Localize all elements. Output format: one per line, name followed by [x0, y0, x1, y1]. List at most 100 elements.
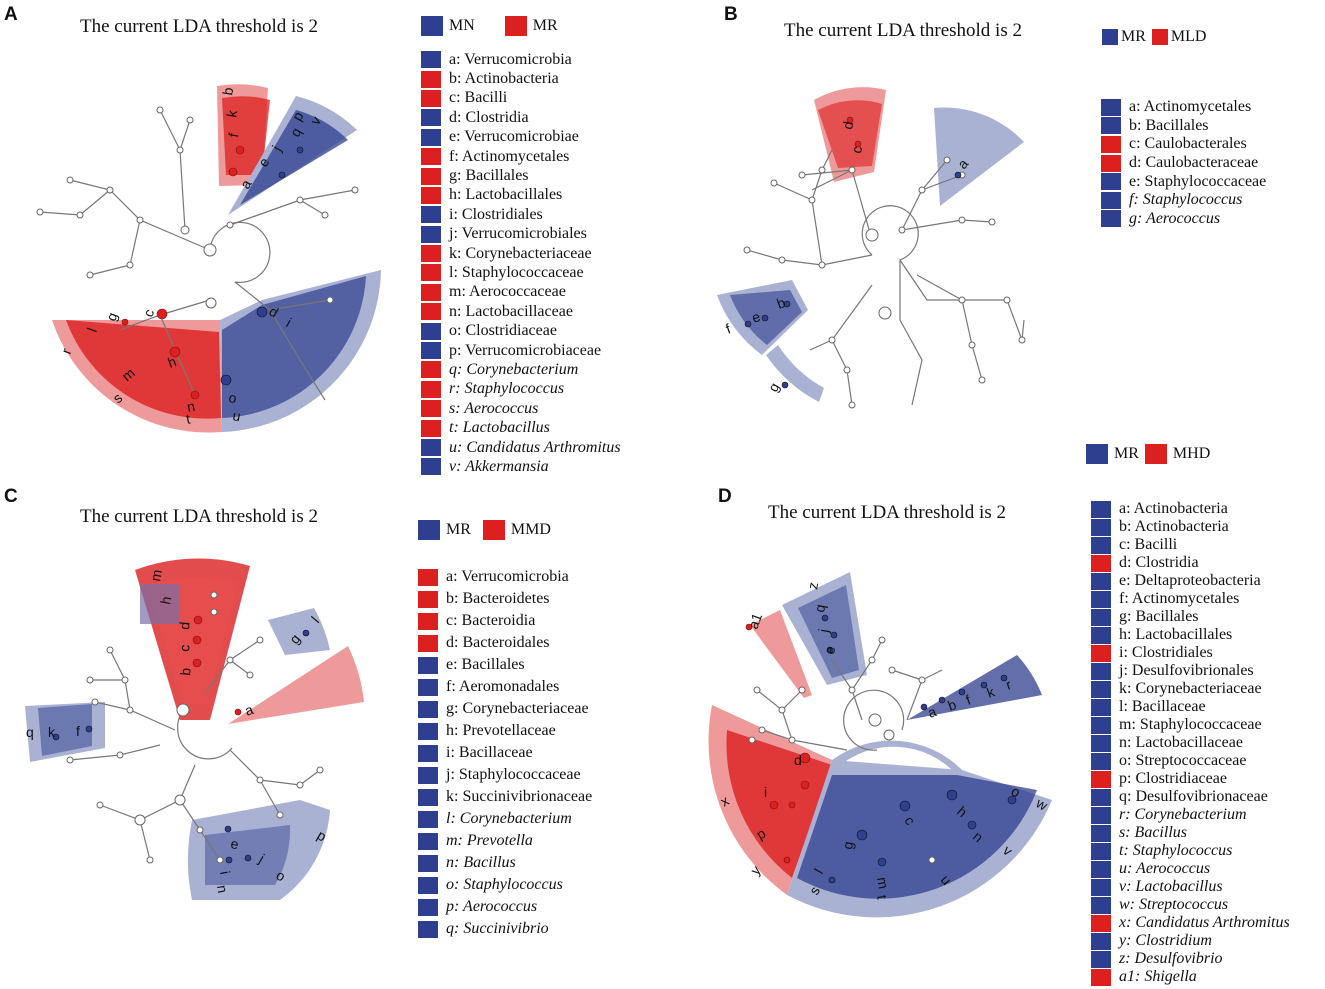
- legend-label: i: Clostridiales: [1119, 644, 1213, 661]
- node-letter: i: [764, 784, 767, 800]
- legend-swatch: [421, 303, 441, 321]
- legend-swatch: [1091, 914, 1111, 932]
- legend-swatch: [418, 612, 438, 630]
- node-letter: c: [848, 145, 865, 155]
- legend-label: u: Candidatus Arthromitus: [449, 438, 621, 456]
- legend-swatch: [1091, 554, 1111, 572]
- legend-label: z: Desulfovibrio: [1119, 950, 1223, 967]
- legend-item: a: Actinomycetales: [1101, 98, 1266, 117]
- node-letter: k: [48, 724, 56, 740]
- legend-label: j: Staphylococcaceae: [446, 766, 581, 783]
- clade-sector: [934, 107, 1024, 206]
- group-legend: MR MHD: [1086, 444, 1210, 464]
- legend-label: q: Succinivibrio: [446, 920, 549, 937]
- legend-label: s: Aerococcus: [449, 399, 539, 417]
- panel-d: D The current LDA threshold is 2: [662, 430, 1325, 989]
- legend-item: b: Bacteroidetes: [418, 588, 592, 610]
- node-letter: b: [219, 86, 236, 97]
- legend-swatch: [421, 167, 441, 185]
- node-letter: m: [147, 568, 165, 582]
- node-letter: g: [839, 840, 856, 850]
- legend-label: c: Bacteroidia: [446, 612, 536, 629]
- legend-item: d: Clostridia: [1091, 554, 1290, 572]
- legend-swatch: [421, 245, 441, 263]
- legend-item: g: Corynebacteriaceae: [418, 698, 592, 720]
- group-legend: MN MR: [421, 16, 558, 36]
- legend-swatch: [418, 678, 438, 696]
- group-label: MN: [449, 17, 475, 34]
- legend-label: b: Bacteroidetes: [446, 590, 550, 607]
- legend-swatch: [1101, 191, 1121, 209]
- legend-swatch: [1091, 608, 1111, 626]
- legend-swatch: [421, 400, 441, 418]
- legend-item: o: Streptococcaceae: [1091, 752, 1290, 770]
- node-letter: d: [176, 621, 193, 630]
- legend-swatch: [1091, 788, 1111, 806]
- legend-item: a1: Shigella: [1091, 968, 1290, 986]
- legend-item: m: Aerococcaceae: [421, 283, 621, 302]
- legend-item: j: Desulfovibrionales: [1091, 662, 1290, 680]
- legend-label: r: Corynebacterium: [1119, 806, 1247, 823]
- legend-label: c: Bacilli: [449, 89, 508, 107]
- legend-label: f: Actinomycetales: [1119, 590, 1240, 607]
- legend-label: g: Bacillales: [1119, 608, 1199, 625]
- clade-sector: [268, 608, 330, 655]
- legend-swatch: [421, 264, 441, 282]
- legend-swatch: [1091, 842, 1111, 860]
- legend-swatch: [418, 832, 438, 850]
- legend-label: o: Clostridiaceae: [449, 322, 557, 340]
- legend-item: l: Staphylococcaceae: [421, 263, 621, 282]
- legend-label: h: Lactobacillales: [449, 186, 563, 204]
- legend-item: z: Desulfovibrio: [1091, 950, 1290, 968]
- legend-label: m: Aerococcaceae: [449, 283, 566, 301]
- group-label: MR: [532, 17, 558, 34]
- legend-item: k: Succinivibrionaceae: [418, 786, 592, 808]
- legend-label: l: Bacillaceae: [1119, 698, 1206, 715]
- node-letter: i: [217, 870, 233, 876]
- legend-item: s: Bacillus: [1091, 824, 1290, 842]
- node-letter: f: [724, 320, 733, 336]
- cladogram: a1 z q j e a b f k r x i d p y c o w h n…: [708, 572, 1052, 918]
- legend-label: u: Aerococcus: [1119, 860, 1211, 877]
- legend-label: f: Aeromonadales: [446, 678, 560, 695]
- legend-label: b: Actinobacteria: [1119, 518, 1229, 535]
- legend-swatch: [1091, 896, 1111, 914]
- legend-swatch: [418, 810, 438, 828]
- legend-swatch: [421, 225, 441, 243]
- legend-item: v: Lactobacillus: [1091, 878, 1290, 896]
- legend-item: c: Bacilli: [1091, 536, 1290, 554]
- legend-item: b: Actinobacteria: [1091, 518, 1290, 536]
- panel-a: A The current LDA threshold is 2: [0, 0, 662, 480]
- legend-item: a: Verrucomicrobia: [418, 566, 592, 588]
- legend-swatch: [1091, 752, 1111, 770]
- legend-item: f: Aeromonadales: [418, 676, 592, 698]
- panel-label: B: [724, 4, 738, 25]
- legend-item: n: Lactobacillaceae: [421, 302, 621, 321]
- clade-sector: [750, 610, 812, 698]
- group-label: MLD: [1170, 28, 1207, 45]
- legend-swatch: [418, 590, 438, 608]
- taxa-legend: a: Actinomycetales b: Bacillales c: Caulob…: [1101, 98, 1266, 228]
- legend-item: m: Staphylococcaceae: [1091, 716, 1290, 734]
- legend-label: w: Streptococcus: [1119, 896, 1229, 913]
- legend-label: n: Lactobacillaceae: [1119, 734, 1243, 751]
- legend-swatch: [418, 920, 438, 938]
- legend-swatch: [421, 458, 441, 476]
- legend-label: l: Corynebacterium: [446, 810, 572, 827]
- legend-swatch: [1091, 968, 1111, 986]
- node-letter: c: [140, 307, 157, 319]
- legend-label: q: Corynebacterium: [449, 360, 579, 378]
- legend-label: l: Staphylococcaceae: [449, 263, 584, 281]
- legend-label: e: Verrucomicrobiae: [449, 128, 579, 146]
- legend-label: i: Bacillaceae: [446, 744, 533, 761]
- legend-item: e: Verrucomicrobiae: [421, 128, 621, 147]
- legend-swatch: [1091, 932, 1111, 950]
- node-letter: t: [185, 411, 192, 427]
- legend-label: g: Corynebacteriaceae: [446, 700, 589, 717]
- legend-item: h: Prevotellaceae: [418, 720, 592, 742]
- legend-label: v: Lactobacillus: [1119, 878, 1223, 895]
- legend-swatch: [418, 656, 438, 674]
- node-letter: k: [223, 108, 240, 119]
- legend-label: k: Corynebacteriaceae: [449, 244, 592, 262]
- panel-title: The current LDA threshold is 2: [80, 16, 318, 37]
